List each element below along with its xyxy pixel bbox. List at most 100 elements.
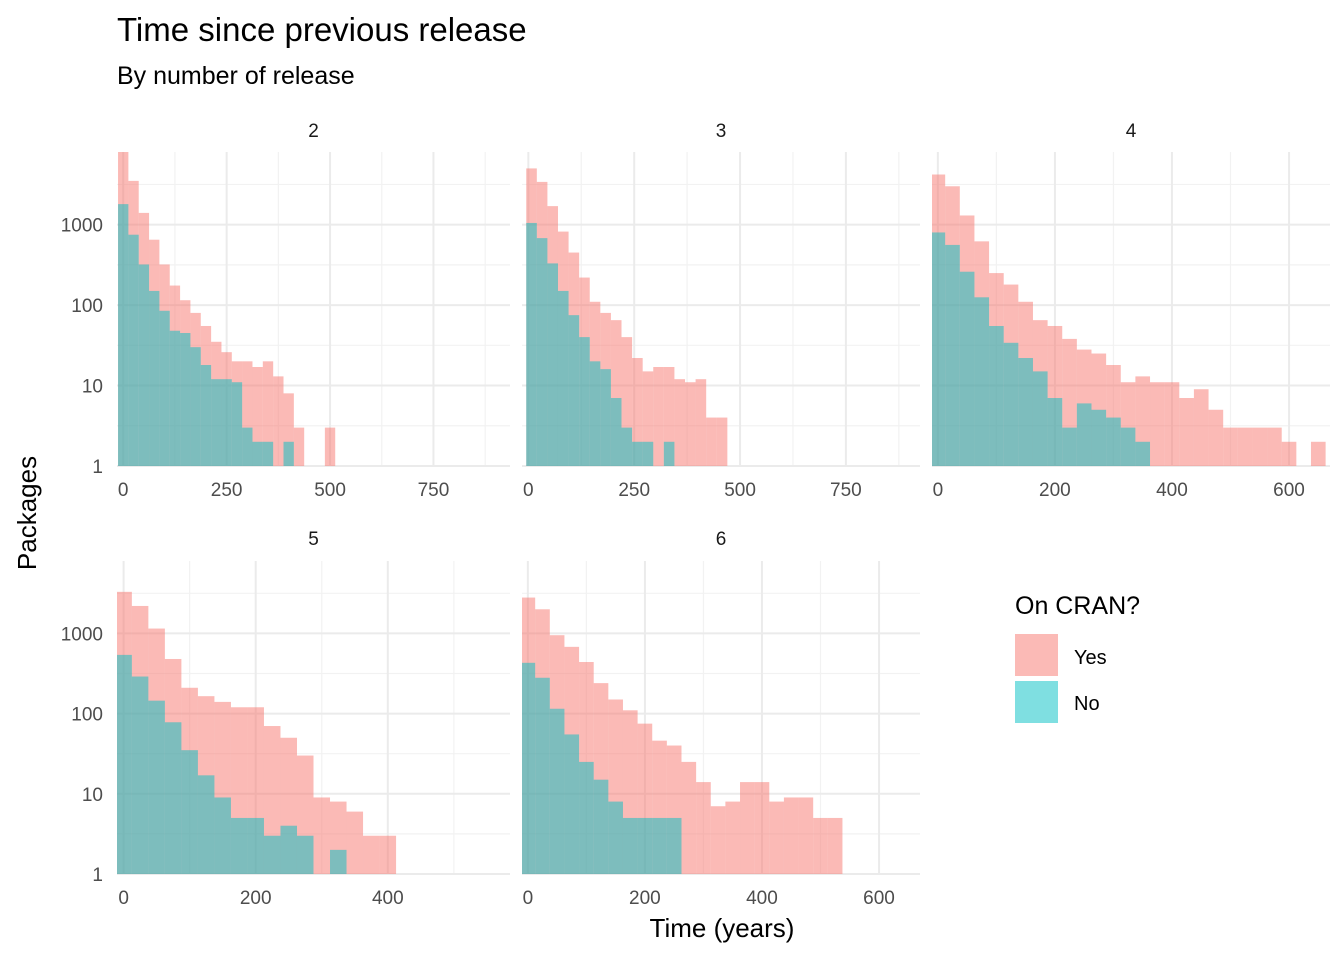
bar: [283, 393, 294, 466]
bar: [632, 358, 643, 466]
bar: [783, 797, 799, 874]
y-tick-label: 1: [92, 457, 103, 478]
bar: [621, 427, 633, 466]
bar: [181, 750, 198, 874]
bar: [652, 817, 667, 874]
bar: [632, 441, 643, 466]
chart-legend: On CRAN? Yes No: [1015, 592, 1140, 723]
bar: [593, 779, 609, 874]
series-no: [117, 654, 347, 874]
panel-strip-label: 3: [716, 121, 727, 142]
bar: [1252, 427, 1268, 466]
x-tick-label: 0: [118, 480, 129, 501]
bar: [754, 782, 770, 874]
panel-strip-label: 6: [716, 529, 727, 550]
panel-3: 3 0 250 500 750: [522, 121, 920, 501]
bar: [1281, 441, 1297, 466]
x-tick-label: 200: [1039, 480, 1071, 501]
chart-subtitle: By number of release: [117, 62, 355, 90]
panel-5: 5 0 200 400 1 10 100 1000: [61, 529, 510, 909]
bar: [363, 835, 380, 874]
bar: [1091, 409, 1107, 466]
legend-label-yes: Yes: [1074, 647, 1107, 669]
bar: [169, 330, 181, 466]
legend-swatch-yes: [1015, 634, 1058, 676]
bar: [579, 761, 594, 874]
bar: [974, 297, 990, 466]
x-tick-label: 600: [1273, 480, 1305, 501]
bar: [1223, 427, 1238, 466]
x-axis-title: Time (years): [650, 913, 795, 943]
bar: [252, 441, 263, 466]
bar: [138, 264, 150, 466]
bar: [547, 263, 558, 466]
bar: [313, 797, 331, 874]
bar: [522, 662, 536, 874]
bar: [813, 817, 828, 874]
bar: [1267, 427, 1282, 466]
panel-strip-label: 5: [308, 529, 319, 550]
bar: [621, 337, 633, 466]
bar: [1106, 417, 1121, 466]
bar: [610, 320, 622, 466]
bar: [159, 310, 170, 466]
x-tick-label: 500: [724, 480, 756, 501]
series-no: [118, 204, 294, 466]
bar: [330, 849, 347, 874]
bar: [149, 290, 160, 466]
panel-strip-label: 4: [1126, 121, 1137, 142]
bar: [663, 367, 675, 466]
bar: [1003, 342, 1019, 466]
bar: [716, 417, 728, 466]
bar: [1076, 403, 1092, 466]
series-no: [932, 232, 1151, 466]
bar: [1237, 427, 1253, 466]
bar: [622, 817, 638, 874]
bar: [932, 232, 946, 466]
bar: [262, 361, 274, 466]
bar: [1018, 358, 1033, 466]
bar: [589, 361, 601, 466]
bar: [526, 222, 537, 466]
bar: [637, 817, 653, 874]
bar: [252, 367, 263, 466]
bar: [128, 234, 139, 466]
bar: [1150, 382, 1165, 466]
bar: [663, 441, 675, 466]
bar: [945, 244, 960, 466]
legend-swatch-no: [1015, 681, 1058, 723]
bar: [564, 734, 580, 874]
series-no: [522, 662, 682, 874]
bar: [1208, 409, 1224, 466]
bar: [989, 325, 1004, 466]
bar: [242, 427, 253, 466]
y-tick-label: 1: [92, 865, 103, 886]
bar: [164, 722, 182, 874]
bar: [1032, 371, 1048, 466]
bar: [549, 708, 565, 874]
x-tick-label: 0: [523, 480, 534, 501]
bar: [769, 801, 784, 874]
bar: [685, 382, 696, 466]
bar: [653, 367, 664, 466]
panel-strip-label: 2: [308, 121, 319, 142]
bar: [725, 801, 741, 874]
y-tick-label: 1000: [61, 216, 103, 237]
bar: [798, 797, 814, 874]
bar: [535, 677, 550, 874]
bar: [131, 676, 149, 874]
x-tick-label: 200: [240, 888, 272, 909]
bar: [600, 369, 611, 466]
series-no: [526, 222, 675, 466]
bar: [180, 333, 191, 466]
bar: [231, 382, 243, 466]
bar: [1047, 398, 1063, 466]
bar: [293, 427, 305, 466]
bar: [262, 441, 274, 466]
y-axis-title: Packages: [12, 456, 42, 570]
x-tick-label: 400: [1156, 480, 1188, 501]
y-tick-label: 100: [71, 296, 103, 317]
x-tick-label: 0: [933, 480, 944, 501]
